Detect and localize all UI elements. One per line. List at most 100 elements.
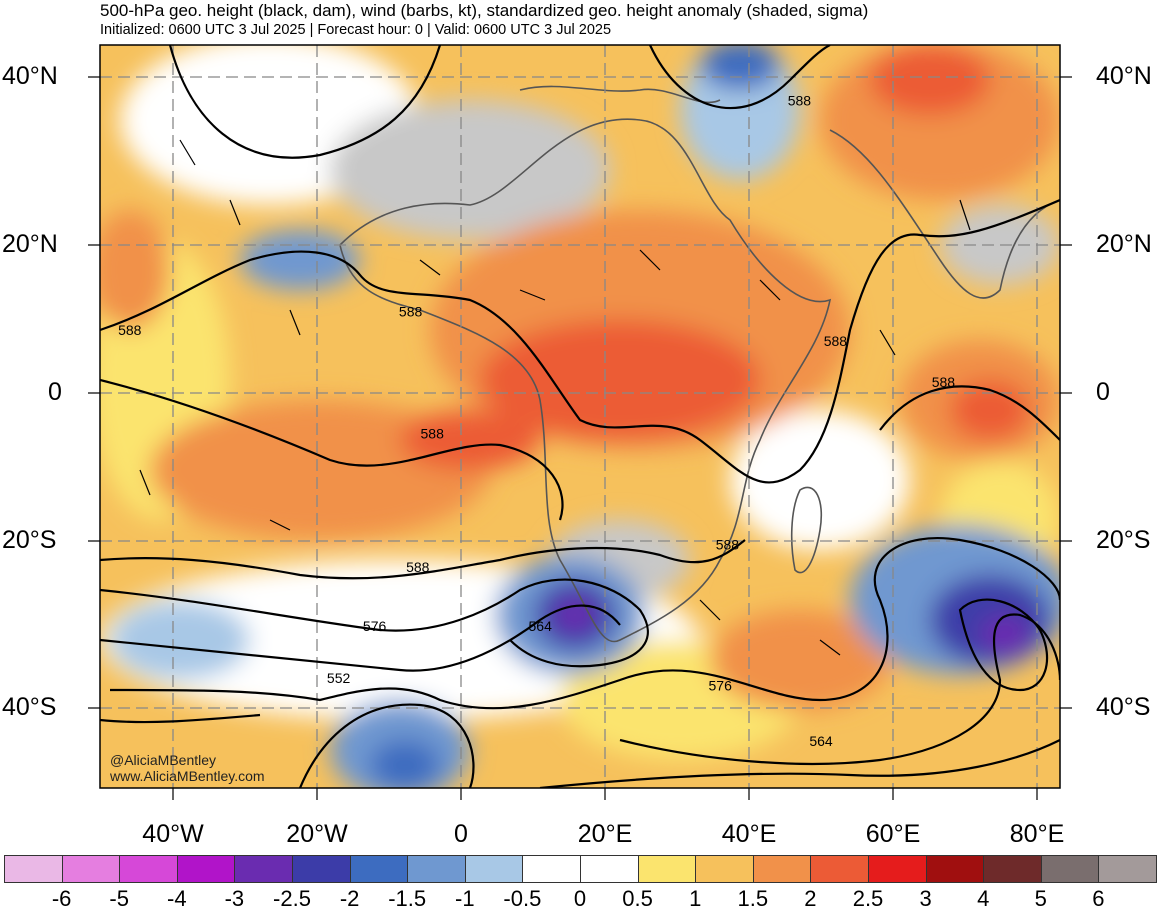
lat-label-right: 0 bbox=[1096, 378, 1110, 406]
wind-barb bbox=[639, 249, 661, 271]
contour-line bbox=[649, 45, 831, 110]
colorbar-tick-label: 3 bbox=[919, 886, 932, 911]
colorbar-tick-label: 1.5 bbox=[737, 886, 769, 911]
wind-barb bbox=[759, 279, 781, 301]
asia-coastline bbox=[829, 129, 1060, 299]
contour-line bbox=[168, 45, 442, 159]
colorbar-tick-label: -0.5 bbox=[503, 886, 542, 911]
anomaly-colorbar bbox=[4, 855, 1157, 883]
contour-label-text: 588 bbox=[932, 374, 956, 390]
wind-barb bbox=[699, 599, 721, 621]
colorbar-swatch bbox=[1098, 855, 1157, 883]
lat-label-left: 0 bbox=[48, 378, 62, 406]
contour-label-text: 588 bbox=[118, 322, 142, 338]
lon-label: 40°W bbox=[142, 820, 204, 848]
colorbar-swatch bbox=[867, 855, 927, 883]
madagascar-coastline bbox=[790, 486, 823, 574]
lat-label-left: 40°S bbox=[2, 693, 57, 721]
anomaly-shading bbox=[100, 45, 1060, 788]
wind-barbs bbox=[139, 139, 971, 656]
contour-label: 588 bbox=[932, 374, 956, 390]
lon-label: 0 bbox=[454, 820, 468, 848]
wind-barb bbox=[519, 289, 546, 301]
colorbar-swatch bbox=[522, 855, 581, 883]
wind-barb bbox=[139, 469, 151, 496]
anomaly-neutral-region bbox=[730, 410, 910, 550]
colorbar-swatch bbox=[234, 855, 293, 883]
mediterranean-coastline bbox=[519, 85, 721, 104]
contour-label-text: 576 bbox=[709, 677, 733, 693]
contour-564-east bbox=[619, 613, 1060, 765]
contour-588-east bbox=[879, 385, 1060, 441]
colorbar-tick-label: 5 bbox=[1034, 886, 1047, 911]
contour-label: 564 bbox=[809, 733, 833, 749]
contour-label-text: 588 bbox=[421, 426, 445, 442]
colorbar-swatch bbox=[61, 855, 121, 883]
contour-label-text: 588 bbox=[716, 537, 740, 553]
contour-588-south bbox=[100, 539, 746, 580]
lon-label: 60°E bbox=[865, 820, 921, 848]
height-contours bbox=[100, 45, 1060, 788]
colorbar-swatch bbox=[1040, 855, 1100, 883]
colorbar-tick-label: 2 bbox=[804, 886, 817, 911]
contour-588-north bbox=[100, 198, 1060, 484]
colorbar-tick-label: -5 bbox=[109, 886, 129, 911]
colorbar-swatch bbox=[637, 855, 697, 883]
colorbar-tick-label: 1 bbox=[689, 886, 702, 911]
africa-coastline bbox=[339, 118, 832, 643]
anomaly-strong-positive bbox=[870, 45, 990, 115]
contour-576-east bbox=[109, 537, 1060, 710]
lat-label-left: 20°N bbox=[2, 230, 58, 258]
contour-label-text: 576 bbox=[363, 618, 387, 634]
wind-barb bbox=[229, 199, 241, 226]
contour-label-text: 588 bbox=[406, 559, 430, 575]
credit-handle: @AliciaMBentley bbox=[110, 752, 217, 768]
colorbar-tick-label: -3 bbox=[224, 886, 245, 911]
contour-label: 564 bbox=[529, 618, 553, 634]
colorbar-swatch bbox=[579, 855, 639, 883]
map-frame bbox=[99, 44, 1061, 789]
contour-564 bbox=[100, 604, 621, 672]
wind-barb bbox=[879, 329, 896, 356]
contour-label-text: 564 bbox=[61, 688, 85, 704]
lon-label: 20°E bbox=[577, 820, 633, 848]
colorbar-tick-label: 0.5 bbox=[622, 886, 653, 911]
anomaly-strong-positive bbox=[950, 380, 1030, 440]
colorbar-tick-label: -2.5 bbox=[273, 886, 311, 911]
anomaly-moderate-positive bbox=[710, 610, 890, 710]
contour-564-west bbox=[100, 713, 261, 724]
anomaly-weak-negative bbox=[110, 600, 250, 680]
map-title: 500-hPa geo. height (black, dam), wind (… bbox=[100, 1, 869, 20]
frame-ticks bbox=[88, 76, 1072, 800]
colorbar-swatch bbox=[752, 855, 812, 883]
coastlines bbox=[339, 85, 1060, 643]
colorbar-swatch bbox=[349, 855, 409, 883]
wind-barb bbox=[959, 199, 971, 231]
lat-label-left: 40°N bbox=[2, 62, 58, 90]
lat-label-right: 20°N bbox=[1096, 230, 1152, 258]
contour-label: 588 bbox=[399, 304, 423, 320]
colorbar-swatch bbox=[176, 855, 236, 883]
contour-labels: 588 588 588 588 588 588 588 588 576 564 552 576 564 5… bbox=[56, 93, 956, 749]
contour-label: 588 bbox=[421, 426, 445, 442]
wind-barb bbox=[179, 139, 196, 166]
contour-label-text: 588 bbox=[824, 333, 848, 349]
colorbar-swatch bbox=[695, 855, 754, 883]
contour-label: 588 bbox=[824, 333, 848, 349]
anomaly-strong-positive bbox=[480, 320, 760, 440]
contour-label: 564 bbox=[56, 688, 88, 705]
lat-label-right: 40°S bbox=[1096, 693, 1151, 721]
credit-website: www.AliciaMBentley.com bbox=[110, 768, 265, 784]
lat-label-right: 40°N bbox=[1096, 62, 1152, 90]
map-subtitle: Initialized: 0600 UTC 3 Jul 2025 | Forec… bbox=[100, 22, 612, 38]
lat-label-left: 20°S bbox=[2, 526, 57, 554]
lon-label: 80°E bbox=[1009, 820, 1065, 848]
contour-label: 588 bbox=[788, 93, 812, 109]
colorbar-swatch bbox=[983, 855, 1042, 883]
contour-label-text: 588 bbox=[788, 93, 812, 109]
anomaly-very-high bbox=[330, 100, 610, 240]
wind-barb bbox=[819, 639, 841, 656]
contour-line-southern bbox=[539, 739, 1060, 788]
colorbar-swatch bbox=[925, 855, 985, 883]
colorbar-tick-label: -6 bbox=[51, 886, 72, 911]
